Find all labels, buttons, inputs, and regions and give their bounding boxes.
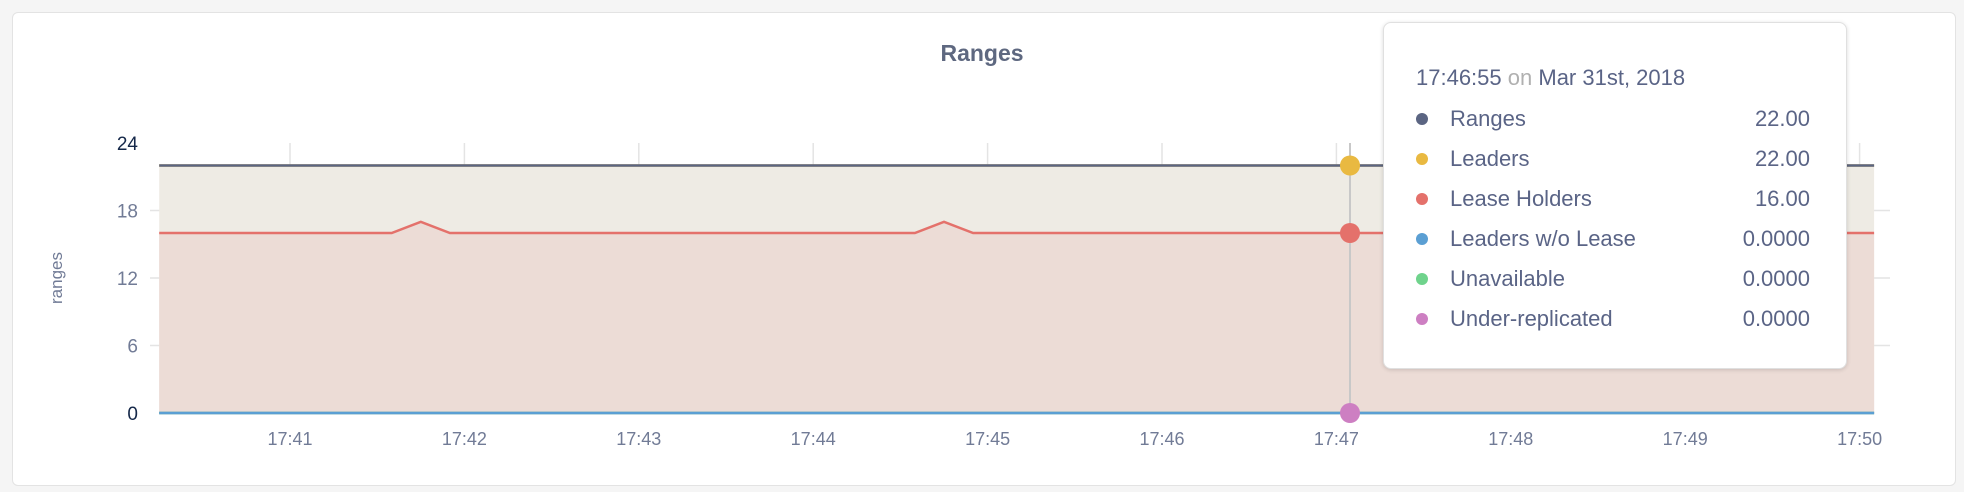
tooltip-series-value: 16.00: [1754, 186, 1810, 211]
tooltip-row: Leaders 22.00: [1416, 139, 1846, 179]
axes: 0 6 12 18 24 17:41 17:42 17:43 17:44 17:45 17:46 17…: [47, 134, 1882, 449]
tooltip-on: on: [1507, 65, 1533, 90]
series-color-dot-icon: [1416, 193, 1428, 205]
series-color-dot-icon: [1416, 153, 1428, 165]
x-tick-label: 17:45: [965, 429, 1010, 449]
y-tick-label: 12: [117, 269, 138, 290]
y-tick-label: 24: [117, 134, 139, 155]
x-tick-label: 17:42: [442, 429, 487, 449]
y-tick-label: 18: [117, 202, 138, 223]
tooltip-series-label: Leaders w/o Lease: [1450, 226, 1636, 251]
series-color-dot-icon: [1416, 273, 1428, 285]
tooltip-row: Unavailable 0.0000: [1416, 259, 1846, 299]
series-color-dot-icon: [1416, 313, 1428, 325]
hover-markers: [1340, 143, 1360, 423]
tooltip-row: Under-replicated 0.0000: [1416, 299, 1846, 339]
tooltip: 17:46:55 on Mar 31st, 2018 Ranges 22.00 Le…: [1383, 22, 1847, 369]
y-axis-label: ranges: [47, 252, 66, 304]
y-tick-label: 6: [127, 337, 138, 358]
tooltip-row: Ranges 22.00: [1416, 99, 1846, 139]
tooltip-series-value: 22.00: [1754, 146, 1810, 171]
tooltip-series-label: Under-replicated: [1450, 306, 1613, 331]
tooltip-row: Lease Holders 16.00: [1416, 179, 1846, 219]
hover-point-lease-holders: [1340, 223, 1360, 243]
tooltip-row: Leaders w/o Lease 0.0000: [1416, 219, 1846, 259]
series-color-dot-icon: [1416, 113, 1428, 125]
tooltip-series-label: Unavailable: [1450, 266, 1565, 291]
hover-point-under-replicated: [1340, 403, 1360, 423]
x-tick-label: 17:44: [791, 429, 836, 449]
tooltip-series-value: 0.0000: [1742, 226, 1810, 251]
tooltip-series-label: Leaders: [1450, 146, 1530, 171]
series-color-dot-icon: [1416, 233, 1428, 245]
tooltip-series-label: Lease Holders: [1450, 186, 1592, 211]
x-tick-label: 17:49: [1663, 429, 1708, 449]
x-tick-label: 17:48: [1488, 429, 1533, 449]
tooltip-series-value: 0.0000: [1742, 266, 1810, 291]
tooltip-series-value: 0.0000: [1742, 306, 1810, 331]
tooltip-date: Mar 31st, 2018: [1538, 65, 1686, 90]
x-tick-label: 17:46: [1139, 429, 1184, 449]
x-tick-label: 17:43: [616, 429, 661, 449]
tooltip-time: 17:46:55: [1416, 65, 1502, 90]
tooltip-header: 17:46:55 on Mar 31st, 2018: [1416, 65, 1846, 91]
y-tick-label: 0: [127, 404, 138, 425]
x-tick-label: 17:50: [1837, 429, 1882, 449]
x-tick-label: 17:47: [1314, 429, 1359, 449]
x-tick-label: 17:41: [267, 429, 312, 449]
hover-point-leaders: [1340, 155, 1360, 176]
chart-title: Ranges: [940, 40, 1024, 66]
tooltip-series-label: Ranges: [1450, 106, 1526, 131]
tooltip-series-value: 22.00: [1754, 106, 1810, 131]
